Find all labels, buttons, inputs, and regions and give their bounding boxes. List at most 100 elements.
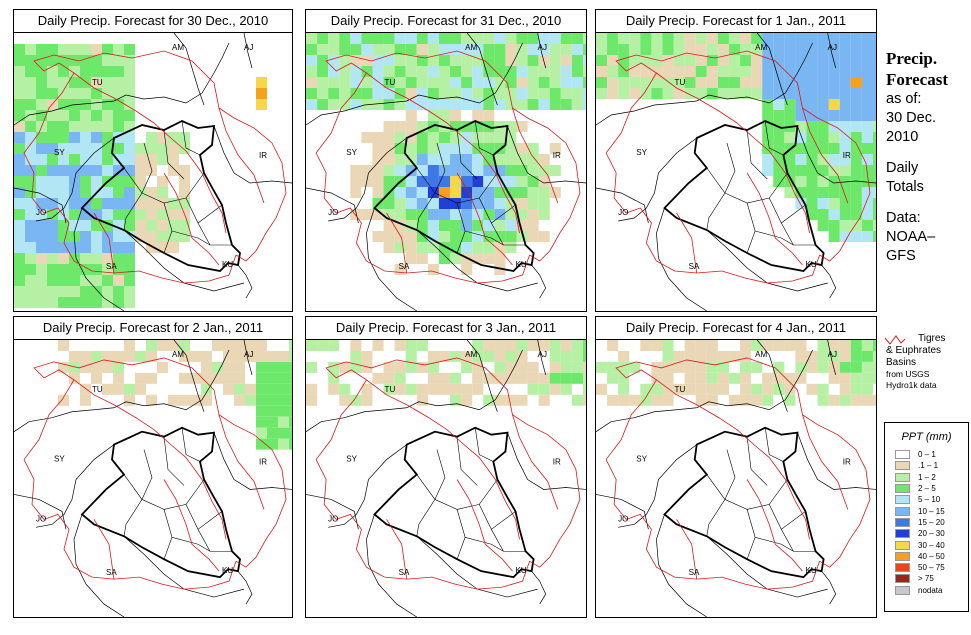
legend-swatch [895, 484, 910, 494]
basin-boundary [366, 72, 520, 234]
legend-item: 30 – 40 [895, 539, 968, 550]
legend-swatch [895, 540, 910, 550]
basin-boundary [802, 107, 849, 204]
legend-swatch [895, 461, 910, 471]
legend-item: 5 – 10 [895, 494, 968, 505]
legend-swatch [895, 472, 910, 482]
country-label: JO [618, 514, 628, 523]
legend-swatch [895, 450, 910, 460]
legend-item: 50 – 75 [895, 562, 968, 573]
country-label: SY [346, 455, 357, 464]
basin-boundary [802, 414, 849, 510]
data-source-line2: NOAA– [886, 229, 936, 245]
forecast-info: Precip. Forecast as of: 30 Dec. 2010 Dai… [886, 48, 968, 266]
legend-item: 10 – 15 [895, 505, 968, 516]
basin-boundary [456, 479, 513, 572]
country-label: SY [54, 148, 65, 157]
country-label: JO [36, 208, 46, 217]
country-label: JO [618, 208, 628, 217]
legend-item: 15 – 20 [895, 517, 968, 528]
map-area: AM AJ TU SY IR JO SA KU [596, 33, 876, 311]
legend-label: nodata [918, 585, 943, 595]
country-label: AM [755, 43, 767, 52]
legend-label: 30 – 40 [918, 540, 945, 550]
country-label: IR [843, 151, 851, 160]
legend-label: 50 – 75 [918, 563, 945, 573]
legend-swatch [895, 563, 910, 573]
legend-swatch [895, 506, 910, 516]
totals-line2: Totals [886, 179, 924, 195]
totals-line1: Daily [886, 160, 919, 176]
panel-title: Daily Precip. Forecast for 4 Jan., 2011 [596, 317, 876, 340]
legend-swatch [895, 517, 910, 527]
data-source-line3: GFS [886, 248, 916, 264]
basin-boundary [315, 152, 530, 284]
iraq-border [663, 426, 825, 579]
map-panel-2: Daily Precip. Forecast for 31 Dec., 2010… [305, 9, 587, 312]
country-label: SA [689, 262, 700, 271]
iraq-border [663, 120, 825, 272]
map-panel-3: Daily Precip. Forecast for 1 Jan., 2011 … [595, 9, 877, 312]
country-label: AJ [828, 43, 837, 52]
basin-line2: & Euphrates [886, 345, 942, 356]
country-label: TU [385, 78, 396, 87]
legend-label: 40 – 50 [918, 551, 945, 561]
precip-map: AM AJ TU SY IR JO SA KU [306, 33, 586, 311]
country-label: SY [346, 148, 357, 157]
country-label: SY [636, 455, 647, 464]
legend-label: 2 – 5 [918, 484, 936, 494]
country-label: IR [843, 458, 851, 467]
legend-item: 0 – 1 [895, 449, 968, 460]
legend-label: 20 – 30 [918, 529, 945, 539]
country-label: AJ [828, 350, 837, 359]
country-label: JO [36, 514, 46, 523]
country-label: TU [675, 78, 686, 87]
map-panel-5: Daily Precip. Forecast for 3 Jan., 2011 … [305, 316, 587, 618]
map-area: AM AJ TU SY IR JO SA KU [306, 33, 586, 311]
legend-swatch [895, 495, 910, 505]
legend-item: > 75 [895, 573, 968, 584]
asof-label: as of: [886, 91, 922, 107]
basin-boundary [23, 357, 287, 568]
country-label: SA [689, 568, 700, 577]
country-label: AM [755, 350, 767, 359]
legend-item: 40 – 50 [895, 551, 968, 562]
country-label: TU [675, 385, 686, 394]
basin-boundary [512, 414, 559, 510]
basin-boundary [93, 212, 115, 274]
country-label: AJ [538, 43, 547, 52]
map-area: AM AJ TU SY IR JO SA KU [14, 33, 292, 311]
legend-item: nodata [895, 585, 968, 596]
country-label: KU [222, 260, 233, 269]
basin-boundary [746, 172, 803, 266]
legend-swatch [895, 551, 910, 561]
legend-swatch [895, 585, 910, 595]
basin-boundary [73, 72, 227, 234]
legend-item: .1 – 1 [895, 460, 968, 471]
country-label: AM [172, 350, 184, 359]
precip-map: AM AJ TU SY IR JO SA KU [596, 33, 876, 311]
heading-line1: Precip. [886, 49, 938, 68]
legend-label: 0 – 1 [918, 450, 936, 460]
legend-item: 2 – 5 [895, 483, 968, 494]
basin-boundary [605, 357, 871, 568]
map-area: AM AJ TU SY IR JO SA KU [306, 340, 586, 617]
basin-boundary [23, 152, 237, 284]
country-label: IR [259, 458, 267, 467]
basin-boundary [676, 519, 698, 580]
legend-label: .1 – 1 [918, 461, 939, 471]
country-label: TU [92, 78, 103, 87]
basin-boundary [386, 519, 408, 580]
country-label: JO [328, 208, 338, 217]
asof-date-line1: 30 Dec. [886, 110, 936, 126]
legend-title: PPT (mm) [901, 431, 952, 443]
country-label: AM [465, 350, 477, 359]
country-label: IR [259, 151, 267, 160]
basin-boundary [218, 107, 265, 204]
country-label: IR [553, 458, 561, 467]
basin-boundary [218, 414, 265, 510]
precip-map: AM AJ TU SY IR JO SA KU [14, 33, 292, 311]
basin-line-icon [884, 335, 906, 345]
map-area: AM AJ TU SY IR JO SA KU [14, 340, 292, 617]
country-label: AJ [244, 43, 253, 52]
